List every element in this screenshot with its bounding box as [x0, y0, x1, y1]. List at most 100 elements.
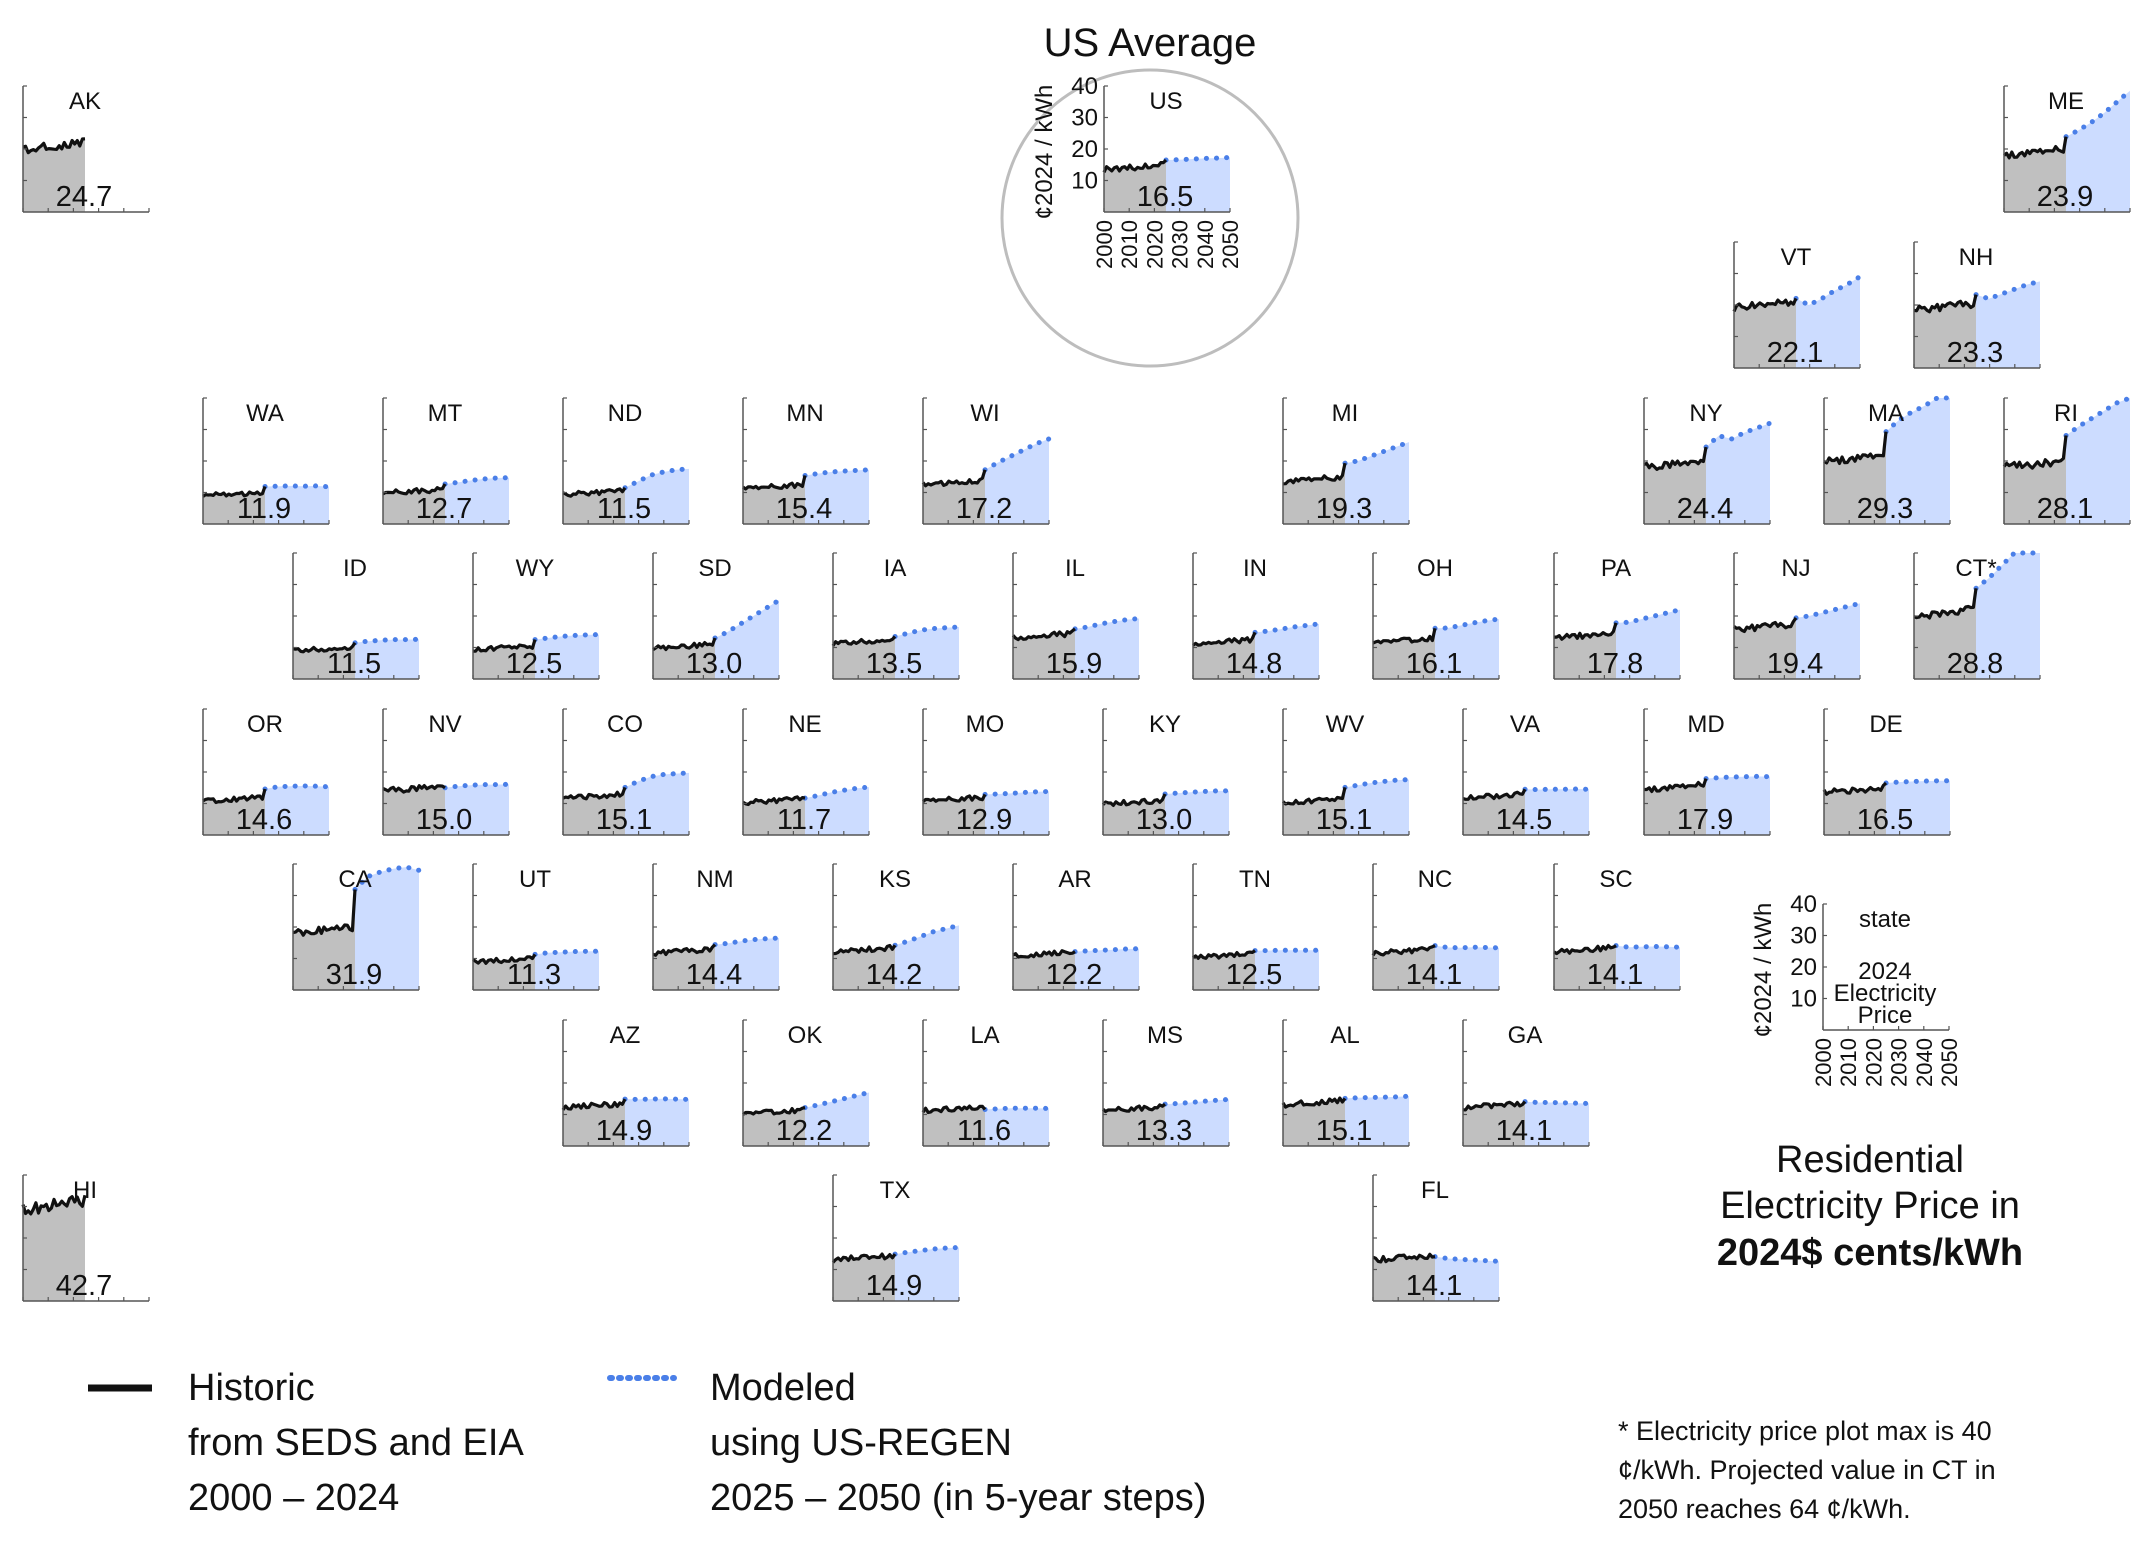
- historic-line: [22, 137, 86, 155]
- modeled-line: [892, 922, 962, 948]
- historic-area: [1013, 950, 1075, 990]
- modeled-line: [1883, 395, 1953, 435]
- state-code-label: CO: [607, 711, 643, 738]
- state-value-label: 12.2: [1046, 959, 1102, 991]
- historic-area: [1463, 789, 1525, 835]
- tile-ga: GA 14.1: [1462, 1019, 1592, 1147]
- historic-area: [1283, 463, 1345, 524]
- state-value-label: 13.3: [1136, 1115, 1192, 1147]
- key-value-line-1: 2024: [1858, 958, 1911, 985]
- modeled-area: [355, 867, 419, 990]
- modeled-line: [1522, 786, 1592, 793]
- tile-wa: WA 11.9: [202, 397, 332, 525]
- historic-line: [831, 635, 897, 647]
- modeled-line: [1703, 420, 1773, 450]
- historic-area: [1104, 160, 1166, 212]
- modeled-line: [1072, 946, 1142, 955]
- state-code-label: LA: [970, 1022, 999, 1049]
- state-code-label: OK: [788, 1022, 823, 1049]
- state-code-label: MO: [966, 711, 1005, 738]
- tile-mi: MI 19.3: [1282, 397, 1412, 525]
- historic-line: [1913, 294, 1978, 314]
- historic-area: [1193, 950, 1255, 990]
- historic-area: [1013, 628, 1075, 679]
- modeled-area: [1166, 157, 1230, 212]
- modeled-area: [985, 438, 1049, 524]
- historic-line: [1282, 462, 1347, 486]
- state-value-label: 19.4: [1767, 648, 1823, 680]
- historic-area: [23, 138, 85, 212]
- state-value-label: 13.0: [686, 648, 742, 680]
- state-value-label: 12.2: [776, 1115, 832, 1147]
- state-value-label: 15.1: [1316, 1115, 1372, 1147]
- state-value-label: 17.8: [1587, 648, 1643, 680]
- key-x-tick-label: 2020: [1861, 1038, 1886, 1087]
- historic-line: [921, 1104, 987, 1115]
- modeled-line: [1793, 600, 1863, 621]
- modeled-area: [1345, 779, 1409, 835]
- modeled-line: [1883, 778, 1953, 786]
- state-code-label: OR: [247, 711, 283, 738]
- state-code-label: KS: [879, 866, 911, 893]
- modeled-area: [2066, 90, 2130, 212]
- state-code-label: MS: [1147, 1022, 1183, 1049]
- state-code-label: AR: [1058, 866, 1091, 893]
- modeled-line: [1163, 155, 1233, 163]
- historic-line: [562, 786, 627, 801]
- modeled-line: [1973, 278, 2043, 302]
- us-x-tick-label: 2040: [1193, 220, 1218, 269]
- historic-area: [2004, 435, 2066, 524]
- footnote-line-2: ¢/kWh. Projected value in CT in: [1618, 1455, 1996, 1485]
- historic-area: [1283, 787, 1345, 835]
- historic-line: [292, 889, 357, 937]
- state-value-label: 17.2: [956, 493, 1012, 525]
- state-value-label: 14.8: [1226, 648, 1282, 680]
- state-code-label: CT*: [1955, 555, 1996, 582]
- historic-line: [2002, 136, 2068, 160]
- state-code-label: US: [1149, 88, 1182, 115]
- historic-area: [1734, 298, 1796, 368]
- tile-id: ID 11.5: [292, 552, 422, 680]
- tile-oh: OH 16.1: [1372, 552, 1502, 680]
- modeled-line: [1342, 439, 1412, 466]
- chart-title-line-3: 2024$ cents/kWh: [1717, 1232, 2023, 1274]
- modeled-area: [1976, 281, 2040, 368]
- legend-historic-line-1: Historic: [188, 1367, 315, 1409]
- state-code-label: IL: [1065, 555, 1085, 582]
- state-value-label: 14.2: [866, 959, 922, 991]
- state-value-label: 14.4: [686, 959, 742, 991]
- state-value-label: 11.6: [957, 1115, 1011, 1147]
- state-code-label: IA: [884, 555, 907, 582]
- historic-area: [1373, 945, 1435, 990]
- modeled-line: [712, 935, 782, 948]
- modeled-line: [622, 770, 692, 790]
- historic-area: [383, 785, 445, 835]
- historic-line: [292, 641, 357, 654]
- historic-line: [202, 485, 267, 498]
- state-value-label: 16.5: [1137, 181, 1193, 213]
- historic-line: [1011, 627, 1076, 642]
- modeled-area: [1435, 619, 1499, 679]
- historic-area: [1644, 447, 1706, 524]
- modeled-line: [1522, 1099, 1592, 1106]
- modeled-area: [1616, 609, 1680, 679]
- tile-co: CO 15.1: [562, 708, 692, 836]
- historic-line: [472, 639, 537, 653]
- modeled-area: [535, 951, 599, 990]
- historic-line: [1823, 431, 1888, 465]
- modeled-area: [1435, 945, 1499, 990]
- tile-tx: TX 14.9: [831, 1174, 962, 1302]
- tile-az: AZ 14.9: [561, 1019, 692, 1147]
- state-code-label: OH: [1417, 555, 1453, 582]
- state-value-label: 13.5: [866, 648, 922, 680]
- modeled-line: [892, 1245, 962, 1257]
- state-code-label: ID: [343, 555, 367, 582]
- historic-area: [563, 1099, 625, 1146]
- state-value-label: 16.5: [1857, 804, 1913, 836]
- historic-line: [1192, 949, 1256, 960]
- historic-line: [652, 637, 717, 652]
- modeled-line: [262, 783, 332, 792]
- tile-va: VA 14.5: [1462, 708, 1592, 836]
- tile-md: MD 17.9: [1643, 708, 1773, 836]
- modeled-line: [622, 466, 692, 491]
